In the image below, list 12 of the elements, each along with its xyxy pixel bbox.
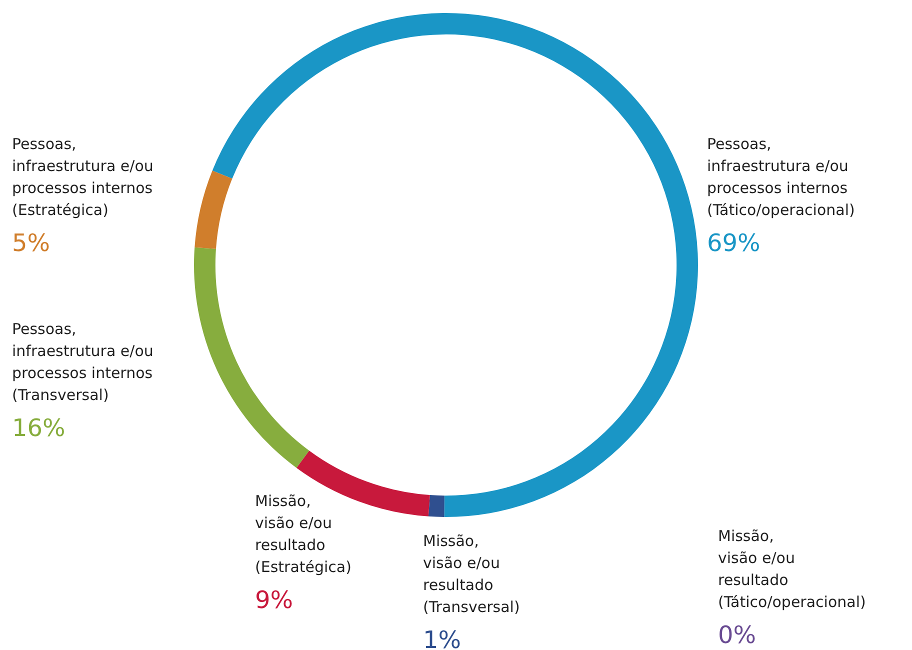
category-label: Missão, visão e/ou resultado (Tático/operacional) xyxy=(718,527,866,611)
text: 0% xyxy=(718,621,756,649)
slice-label: Pessoas, infraestrutura e/ou processos internos (Tático/operacional) xyxy=(707,135,855,219)
data-label: 69% xyxy=(707,229,760,257)
slice-label: Missão, visão e/ou resultado (Transversal) xyxy=(423,532,520,616)
slice-label: Missão, visão e/ou resultado (Estratégica) xyxy=(255,492,352,576)
data-label: 5% xyxy=(12,229,50,257)
slice-label: Pessoas, infraestrutura e/ou processos internos (Estratégica) xyxy=(12,135,154,219)
slice-label: Pessoas, infraestrutura e/ou processos internos (Transversal) xyxy=(12,320,154,404)
data-label: 16% xyxy=(12,414,66,442)
data-label: 1% xyxy=(423,626,462,650)
data-label: 9% xyxy=(255,586,294,614)
